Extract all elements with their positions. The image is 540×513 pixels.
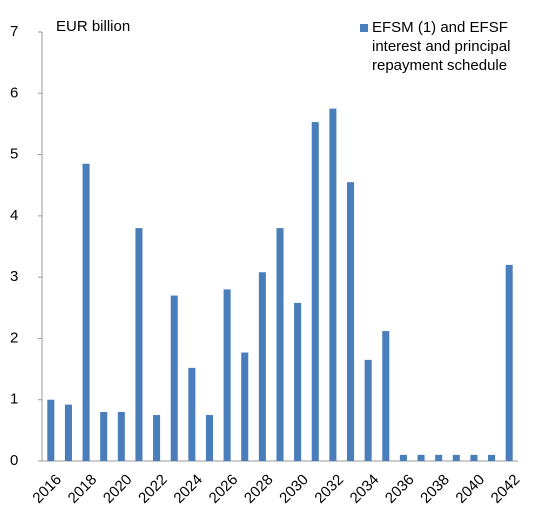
y-tick-label: 5 bbox=[10, 146, 18, 163]
bar bbox=[82, 163, 90, 461]
bar bbox=[100, 411, 108, 461]
bar bbox=[470, 454, 478, 461]
bar bbox=[382, 331, 390, 461]
x-tick-label: 2020 bbox=[100, 471, 136, 507]
bar bbox=[135, 228, 143, 461]
bar bbox=[276, 228, 284, 461]
bar bbox=[329, 108, 337, 461]
bar bbox=[399, 454, 407, 461]
bar bbox=[364, 359, 372, 461]
bar bbox=[294, 302, 302, 461]
x-tick-label: 2022 bbox=[135, 471, 171, 507]
x-tick-label: 2018 bbox=[65, 471, 101, 507]
x-tick-label: 2040 bbox=[452, 471, 488, 507]
bar bbox=[188, 367, 196, 461]
y-axis-label: EUR billion bbox=[56, 18, 130, 35]
bar bbox=[153, 415, 161, 461]
x-tick-label: 2036 bbox=[382, 471, 418, 507]
bar bbox=[64, 404, 72, 461]
y-tick-label: 0 bbox=[10, 452, 18, 469]
x-tick-label: 2030 bbox=[276, 471, 312, 507]
legend-swatch bbox=[360, 24, 368, 32]
y-tick-label: 4 bbox=[10, 207, 18, 224]
y-tick-label: 7 bbox=[10, 23, 18, 40]
y-tick-label: 1 bbox=[10, 391, 18, 408]
bar bbox=[505, 264, 513, 461]
y-tick-label: 2 bbox=[10, 329, 18, 346]
x-tick-label: 2032 bbox=[311, 471, 347, 507]
bar bbox=[170, 295, 178, 461]
bar bbox=[311, 122, 319, 461]
bar bbox=[452, 454, 460, 461]
x-tick-label: 2038 bbox=[417, 471, 453, 507]
bar bbox=[417, 454, 425, 461]
bar bbox=[47, 399, 55, 461]
y-tick-label: 6 bbox=[10, 84, 18, 101]
x-tick-label: 2042 bbox=[488, 471, 524, 507]
bar bbox=[223, 289, 231, 461]
x-tick-label: 2028 bbox=[241, 471, 277, 507]
x-tick-label: 2016 bbox=[29, 471, 65, 507]
x-tick-label: 2026 bbox=[206, 471, 242, 507]
x-tick-label: 2034 bbox=[347, 471, 383, 507]
legend: EFSM (1) and EFSF interest and principal… bbox=[360, 18, 538, 75]
bar bbox=[258, 272, 266, 461]
bar bbox=[241, 352, 249, 461]
bar bbox=[205, 415, 214, 461]
bar bbox=[117, 411, 125, 461]
x-tick-label: 2024 bbox=[170, 471, 206, 507]
bar bbox=[346, 182, 355, 461]
y-tick-label: 3 bbox=[10, 268, 18, 285]
bar bbox=[435, 454, 443, 461]
legend-label: EFSM (1) and EFSF interest and principal… bbox=[372, 19, 511, 74]
bar bbox=[488, 454, 496, 461]
